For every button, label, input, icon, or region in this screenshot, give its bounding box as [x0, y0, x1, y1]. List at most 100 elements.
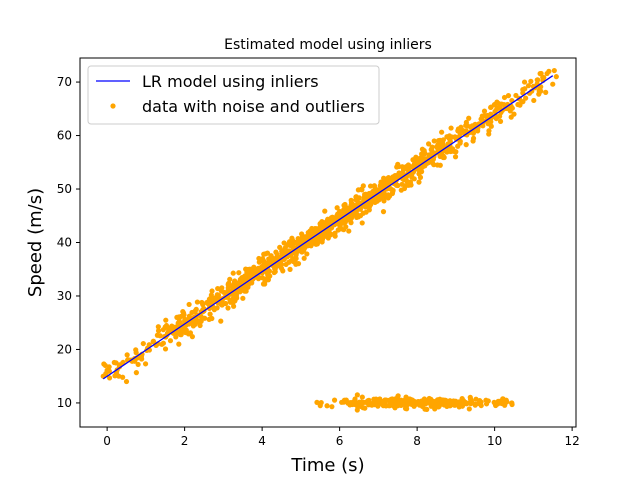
data-point [317, 403, 323, 409]
data-point [433, 150, 439, 156]
data-point [116, 364, 123, 370]
data-point [260, 281, 267, 287]
data-point [391, 396, 397, 403]
data-point [236, 270, 242, 276]
y-tick-label: 10 [57, 396, 72, 410]
data-point [503, 397, 509, 403]
data-point [379, 401, 386, 407]
data-point [521, 79, 528, 85]
data-point [478, 402, 484, 409]
data-point [411, 398, 417, 404]
data-point [400, 167, 407, 173]
data-point [335, 227, 341, 233]
data-point [413, 154, 419, 160]
data-point [511, 111, 517, 117]
data-point [266, 256, 272, 262]
data-point [343, 224, 349, 230]
data-point [353, 197, 359, 203]
data-point [286, 259, 292, 265]
data-point [534, 77, 540, 83]
data-point [375, 403, 381, 409]
data-point [242, 273, 248, 279]
data-point [207, 311, 213, 317]
data-point [436, 403, 442, 409]
data-point [354, 392, 360, 398]
data-point [332, 218, 338, 225]
data-point [208, 296, 214, 302]
data-point [458, 124, 464, 130]
data-point [360, 183, 366, 189]
data-point [283, 248, 289, 254]
chart-title: Estimated model using inliers [224, 37, 432, 53]
data-point [367, 183, 374, 189]
data-point [378, 182, 384, 188]
data-point [463, 142, 469, 148]
data-point [237, 276, 243, 283]
data-point [194, 299, 200, 305]
data-point [536, 91, 542, 97]
y-tick-label: 70 [57, 75, 72, 89]
data-point [429, 144, 435, 150]
data-point [256, 259, 262, 265]
data-point [381, 179, 388, 185]
data-point [150, 339, 156, 345]
y-tick-label: 20 [57, 342, 72, 356]
data-point [111, 359, 117, 366]
data-point [287, 242, 293, 249]
data-point [264, 250, 271, 256]
data-point [383, 184, 389, 190]
data-point [546, 68, 552, 74]
data-point [528, 78, 534, 84]
data-point [186, 313, 192, 319]
data-point [428, 158, 434, 164]
data-point [205, 299, 211, 306]
data-point [259, 270, 265, 276]
data-point [331, 397, 338, 403]
data-point [522, 86, 528, 92]
data-point [174, 314, 180, 320]
data-point [322, 208, 328, 214]
data-point [393, 175, 400, 181]
data-point [507, 108, 513, 114]
legend-marker-swatch [110, 103, 116, 109]
data-point [497, 118, 504, 124]
data-point [343, 397, 349, 403]
data-point [304, 251, 310, 257]
data-point [186, 301, 192, 308]
model-lines [102, 75, 554, 380]
data-point [340, 220, 346, 226]
legend: LR model using inliers data with noise a… [87, 65, 380, 125]
data-point [467, 396, 474, 402]
data-point [515, 101, 521, 108]
data-point [495, 398, 501, 404]
plot-area [100, 67, 559, 413]
data-point [146, 342, 152, 348]
y-tick-label: 50 [57, 182, 72, 196]
data-point [321, 230, 327, 236]
data-point [185, 320, 192, 326]
data-point [348, 216, 354, 222]
legend-box [87, 65, 380, 125]
data-point [359, 394, 365, 400]
data-point [367, 200, 373, 206]
data-point [180, 313, 186, 319]
data-point [374, 196, 380, 202]
data-point [280, 268, 286, 274]
data-point [366, 204, 372, 210]
x-tick-label: 10 [487, 434, 502, 448]
data-point [155, 328, 162, 334]
data-point [265, 275, 271, 281]
data-point [401, 176, 407, 183]
data-point [393, 182, 400, 188]
x-axis-ticks: 0 2 4 6 8 10 12 [103, 427, 580, 448]
x-tick-label: 8 [413, 434, 421, 448]
data-point [400, 401, 406, 407]
legend-entry-data: data with noise and outliers [142, 97, 365, 116]
data-point [339, 399, 345, 405]
regression-line [102, 75, 554, 380]
data-point [214, 292, 220, 298]
data-point [383, 397, 389, 403]
data-point [289, 237, 296, 243]
legend-entry-model: LR model using inliers [142, 72, 319, 91]
data-point [166, 325, 172, 331]
